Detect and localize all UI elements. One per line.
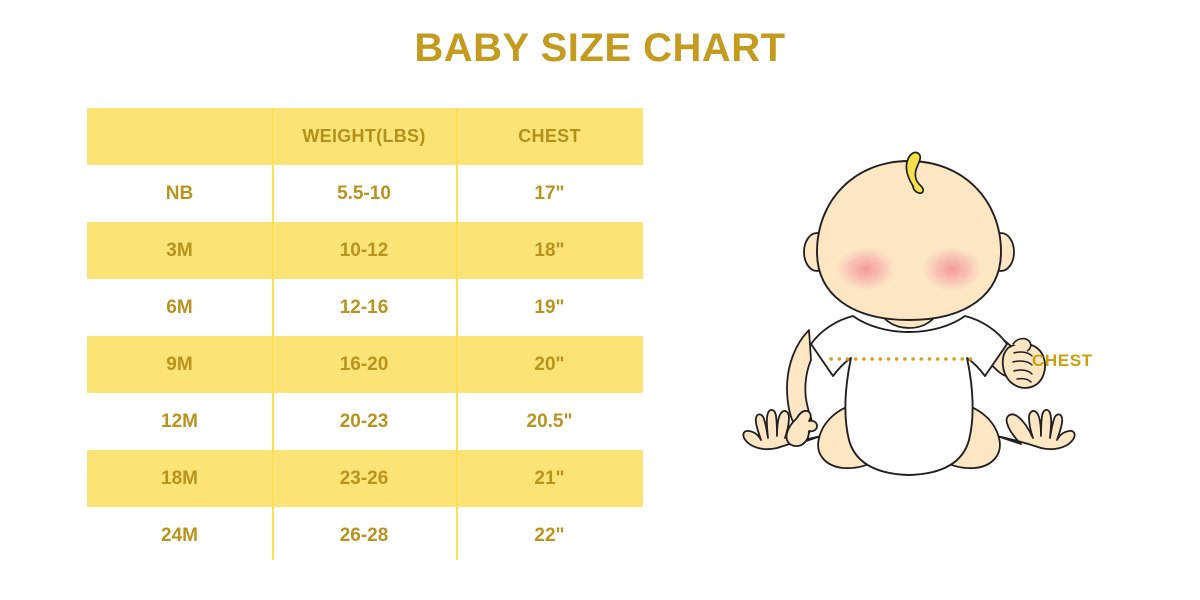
cell-chest: 20" — [534, 353, 565, 375]
sitting-baby-figure — [742, 151, 1076, 476]
table-row: NB 5.5-10 17" — [87, 165, 643, 222]
cell-weight: 20-23 — [339, 410, 389, 432]
baby-illustration — [725, 148, 1115, 508]
table-header-row: WEIGHT(LBS) CHEST — [87, 108, 643, 165]
column-header-size — [87, 108, 272, 165]
cell-size: 3M — [166, 239, 193, 261]
baby-onesie — [810, 315, 1008, 476]
baby-right-fist-fingers — [1012, 351, 1033, 383]
cell-weight: 10-12 — [339, 239, 389, 261]
column-header-chest: CHEST — [518, 126, 581, 146]
cell-chest: 22" — [534, 524, 565, 546]
cell-size: 9M — [166, 353, 193, 375]
size-chart-table: WEIGHT(LBS) CHEST NB 5.5-10 17" 3M 10-12… — [87, 108, 643, 564]
table-row: 12M 20-23 20.5" — [87, 393, 643, 450]
table-row: 18M 23-26 21" — [87, 450, 643, 507]
cell-size: NB — [165, 182, 194, 204]
baby-head — [816, 160, 1002, 321]
cell-size: 18M — [161, 467, 198, 489]
cell-weight: 12-16 — [339, 296, 389, 318]
cell-weight: 5.5-10 — [337, 182, 391, 204]
page-title: BABY SIZE CHART — [414, 26, 786, 70]
cell-chest: 18" — [534, 239, 565, 261]
table-row: 9M 16-20 20" — [87, 336, 643, 393]
baby-right-leg — [996, 409, 1076, 451]
table-row: 24M 26-28 22" — [87, 507, 643, 564]
cell-chest: 17" — [534, 182, 565, 204]
table-row: 3M 10-12 18" — [87, 222, 643, 279]
chest-measurement-label: CHEST — [1032, 351, 1093, 370]
table-row: 6M 12-16 19" — [87, 279, 643, 336]
baby-left-cheek-blush — [836, 247, 896, 291]
cell-chest: 20.5" — [526, 410, 573, 432]
baby-right-thumb — [1012, 337, 1032, 352]
cell-size: 6M — [166, 296, 193, 318]
cell-size: 12M — [161, 410, 198, 432]
cell-weight: 26-28 — [339, 524, 389, 546]
cell-size: 24M — [161, 524, 198, 546]
baby-right-fist — [1001, 342, 1046, 389]
column-header-weight: WEIGHT(LBS) — [302, 126, 426, 146]
cell-weight: 23-26 — [339, 467, 389, 489]
cell-chest: 21" — [534, 467, 565, 489]
baby-left-hand — [785, 409, 818, 447]
cell-chest: 19" — [534, 296, 565, 318]
baby-right-cheek-blush — [922, 247, 982, 291]
baby-hair-curl — [905, 151, 925, 194]
cell-weight: 16-20 — [339, 353, 389, 375]
